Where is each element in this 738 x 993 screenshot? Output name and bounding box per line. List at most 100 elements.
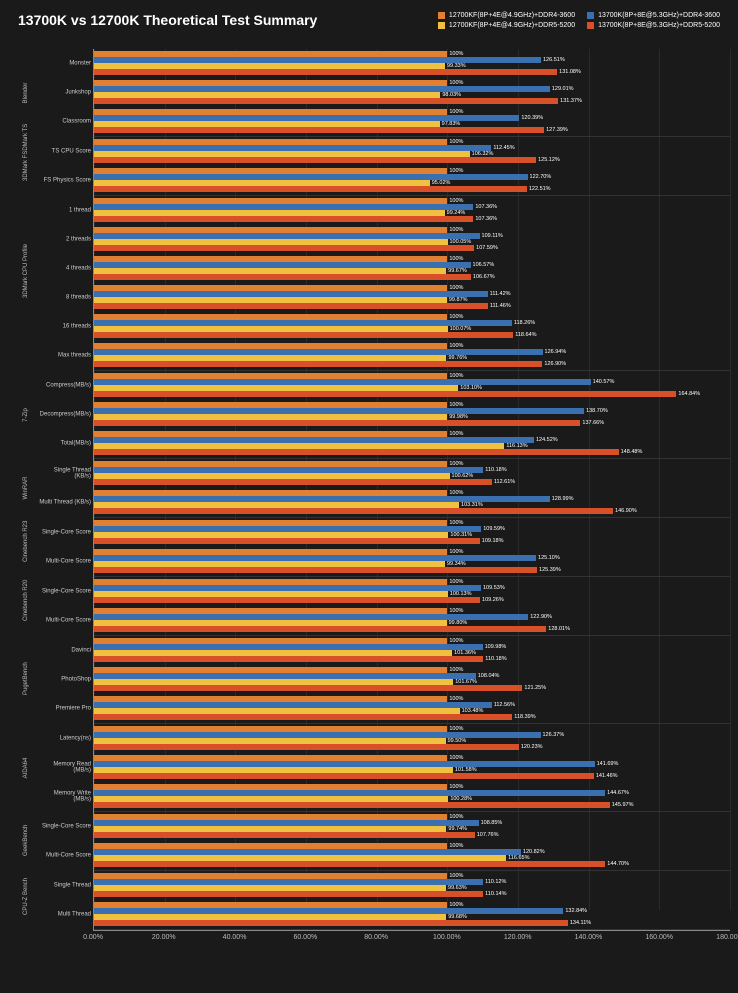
bar-container: 100% [94, 520, 730, 526]
bar-container: 100.13% [94, 591, 730, 597]
bar-container: 100% [94, 814, 730, 820]
bar-value-label: 120.39% [519, 115, 543, 121]
bar-value-label: 100% [447, 726, 463, 732]
bar-value-label: 100% [447, 667, 463, 673]
test-row: Single-Core Score100%109.59%100.31%109.1… [94, 518, 730, 547]
bar-value-label: 100% [447, 608, 463, 614]
bar-container: 100% [94, 198, 730, 204]
bar [94, 180, 430, 186]
bar-value-label: 109.53% [481, 585, 505, 591]
bar [94, 443, 504, 449]
benchmark-group: GeekBenchSingle-Core Score100%108.85%99.… [94, 812, 730, 871]
bar-value-label: 141.46% [594, 773, 618, 779]
bar-container: 144.67% [94, 790, 730, 796]
bar [94, 879, 483, 885]
bar [94, 115, 519, 121]
bar-container: 141.46% [94, 773, 730, 779]
bar [94, 790, 605, 796]
test-label: Multi Thread [39, 911, 91, 918]
bar-container: 101.36% [94, 650, 730, 656]
bar-value-label: 99.63% [446, 885, 467, 891]
bar [94, 355, 446, 361]
bar-value-label: 100% [447, 198, 463, 204]
bar-value-label: 110.18% [483, 656, 506, 662]
bar-value-label: 99.87% [447, 297, 468, 303]
bar [94, 216, 473, 222]
bar [94, 343, 447, 349]
bar-container: 111.42% [94, 291, 730, 297]
legend-swatch [587, 12, 594, 19]
benchmark-group: WinRARSingle Thread (KB/s)100%110.18%100… [94, 459, 730, 518]
bar-container: 100.05% [94, 239, 730, 245]
bar-value-label: 122.51% [527, 186, 551, 192]
bar-value-label: 109.98% [483, 644, 507, 650]
test-row: Multi-Core Score100%122.90%99.80%128.01% [94, 606, 730, 635]
bar [94, 139, 447, 145]
bar-value-label: 107.36% [473, 216, 497, 222]
bar [94, 538, 480, 544]
bar [94, 650, 452, 656]
test-row: Memory Read (MB/s)100%141.69%101.58%141.… [94, 753, 730, 782]
bar-container: 103.10% [94, 385, 730, 391]
benchmark-group: BlenderMonster100%126.51%99.33%131.08%Ju… [94, 49, 730, 137]
bar [94, 620, 447, 626]
bar [94, 626, 546, 632]
bar-container: 103.31% [94, 502, 730, 508]
chart-area: BlenderMonster100%126.51%99.33%131.08%Ju… [8, 49, 730, 970]
bar-container: 126.51% [94, 57, 730, 63]
bar-container: 111.46% [94, 303, 730, 309]
bar-value-label: 99.34% [445, 561, 466, 567]
test-label: TS CPU Score [39, 148, 91, 155]
bar [94, 461, 447, 467]
test-label: Premiere Pro [39, 705, 91, 712]
bar-value-label: 120.23% [519, 744, 543, 750]
bar [94, 738, 446, 744]
bar-container: 107.36% [94, 204, 730, 210]
test-row: Monster100%126.51%99.33%131.08% [94, 49, 730, 78]
bar-value-label: 110.12% [483, 879, 506, 885]
bar-value-label: 99.68% [446, 914, 467, 920]
bar [94, 245, 474, 251]
bar [94, 210, 445, 216]
bar-container: 118.26% [94, 320, 730, 326]
bar [94, 239, 448, 245]
group-label: 3DMark FSDMark TS [23, 151, 29, 181]
group-label: 7-Zip [23, 400, 29, 430]
bar [94, 303, 488, 309]
bar [94, 732, 541, 738]
bar-container: 100% [94, 168, 730, 174]
bar [94, 802, 610, 808]
test-row: Compress(MB/s)100%140.57%103.10%164.84% [94, 371, 730, 400]
bar [94, 873, 447, 879]
benchmark-group: 7-ZipCompress(MB/s)100%140.57%103.10%164… [94, 371, 730, 459]
bar [94, 673, 476, 679]
bar-container: 129.01% [94, 86, 730, 92]
bar-container: 144.70% [94, 861, 730, 867]
bar-container: 100% [94, 461, 730, 467]
bar-container: 99.74% [94, 826, 730, 832]
bar-value-label: 99.50% [446, 738, 467, 744]
bar-container: 131.37% [94, 98, 730, 104]
bar-value-label: 112.61% [492, 479, 515, 485]
group-label: Cinebench R23 [23, 532, 29, 562]
bar-value-label: 124.52% [534, 437, 558, 443]
bar [94, 555, 536, 561]
bar-container: 100% [94, 402, 730, 408]
bar-container: 107.76% [94, 832, 730, 838]
bar-value-label: 100% [447, 51, 463, 57]
bar [94, 109, 447, 115]
bar-value-label: 100.05% [448, 239, 472, 245]
group-label: GeekBench [23, 826, 29, 856]
bar-value-label: 148.48% [619, 449, 643, 455]
bar-value-label: 100.31% [448, 532, 472, 538]
bar-value-label: 131.08% [557, 69, 581, 75]
test-row: TS CPU Score100%112.45%106.32%125.12% [94, 137, 730, 166]
bar-value-label: 100% [447, 314, 463, 320]
bar-container: 106.67% [94, 274, 730, 280]
bar-value-label: 118.39% [512, 714, 535, 720]
test-label: Multi-Core Score [39, 617, 91, 624]
bar-value-label: 108.85% [479, 820, 503, 826]
bar-container: 100% [94, 373, 730, 379]
bar [94, 820, 479, 826]
bar-value-label: 100% [447, 638, 463, 644]
